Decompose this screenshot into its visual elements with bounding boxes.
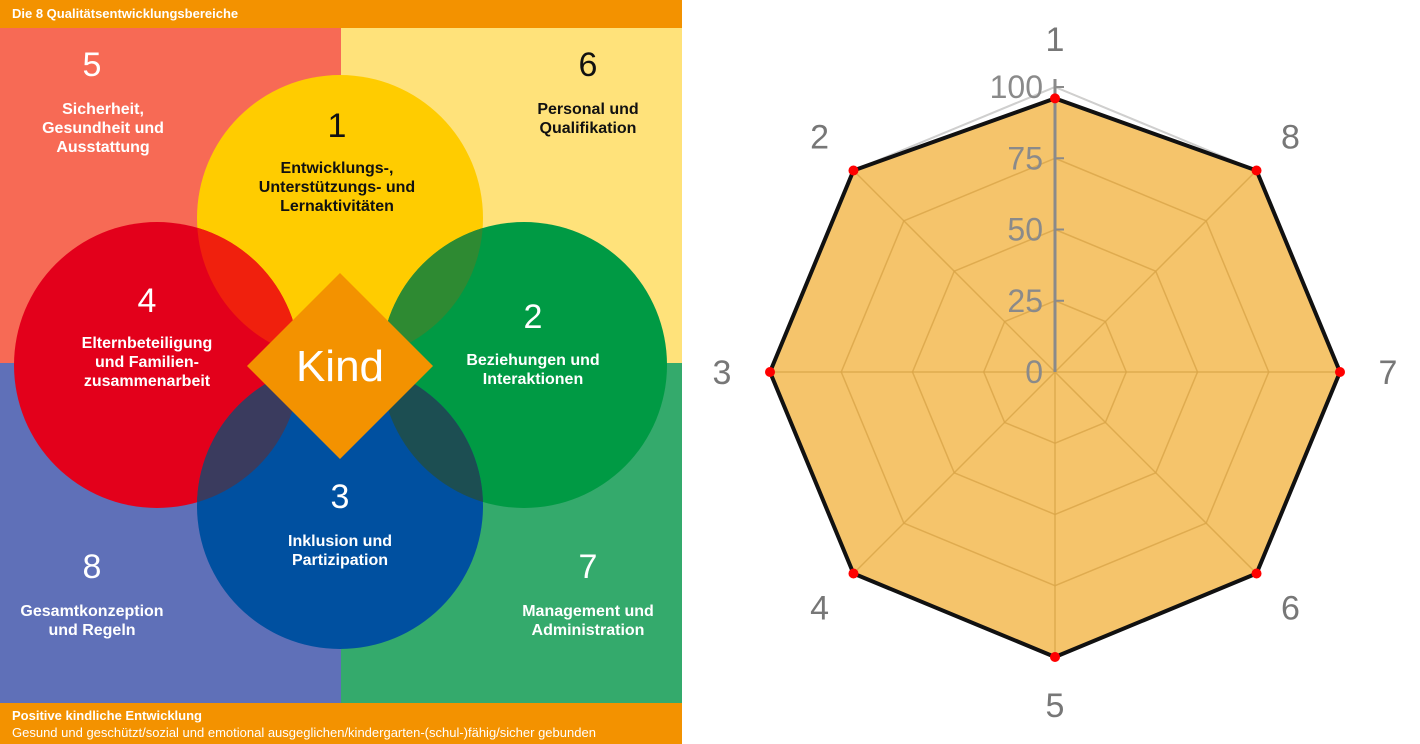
tick-label-50: 50 (1007, 212, 1043, 248)
area7-label-line2: Administration (532, 622, 645, 639)
axis-label-2: 2 (810, 119, 829, 157)
data-point-5 (1050, 652, 1060, 662)
area1-label-line2: Unterstützungs- und (259, 179, 415, 196)
tick-label-25: 25 (1007, 283, 1043, 319)
center-diamond (247, 273, 433, 459)
diagram-svg: Die 8 Qualitätsentwicklungsbereiche Kind… (0, 0, 682, 744)
data-point-8 (1251, 165, 1262, 176)
overlap-1-4 (197, 222, 300, 361)
axis-label-8: 8 (1281, 119, 1300, 157)
spoke-8 (1054, 169, 1258, 373)
area2-label-line1: Beziehungen und (466, 352, 599, 369)
area2-number: 2 (524, 298, 543, 336)
overlap-3-2 (381, 363, 483, 508)
center-label: Kind (296, 342, 384, 391)
axis-label-6: 6 (1281, 589, 1300, 627)
overlap-3-4 (197, 363, 300, 508)
tick-label-0: 0 (1025, 354, 1043, 390)
area5-label-line2: Gesundheit und (42, 120, 164, 137)
area4-label-line2: und Familien- (95, 354, 199, 371)
diagram-title: Die 8 Qualitätsentwicklungsbereiche (12, 6, 238, 21)
tick-label-100: 100 (990, 69, 1043, 105)
data-point-6 (1251, 568, 1262, 579)
area3-label-line2: Partizipation (292, 552, 388, 569)
area8-label-line2: und Regeln (48, 622, 135, 639)
area1-label-line3: Lernaktivitäten (280, 198, 394, 215)
area4-label-line1: Elternbeteiligung (82, 335, 213, 352)
area5-label-line1: Sicherheit, (62, 101, 144, 118)
area3-label-line1: Inklusion und (288, 533, 392, 550)
data-point-1 (1050, 93, 1060, 104)
axis-label-5: 5 (1046, 687, 1065, 725)
area5-number: 5 (83, 46, 102, 84)
axis-label-4: 4 (810, 589, 829, 627)
data-point-4 (848, 568, 859, 579)
radar-chart: 0 25 50 75 100 1 8 7 6 5 4 3 2 (682, 0, 1420, 744)
data-point-3 (765, 367, 775, 377)
area8-number: 8 (83, 548, 102, 586)
area3-number: 3 (331, 478, 350, 516)
quality-areas-diagram: Die 8 Qualitätsentwicklungsbereiche Kind… (0, 0, 682, 744)
axis-label-7: 7 (1379, 354, 1398, 392)
area4-number: 4 (138, 282, 157, 320)
area1-label-line1: Entwicklungs-, (281, 160, 394, 177)
axis-label-3: 3 (713, 354, 732, 392)
spoke-4 (852, 371, 1056, 575)
overlap-1-2 (381, 222, 483, 361)
axis-label-1: 1 (1046, 21, 1065, 59)
title-bar (0, 0, 682, 28)
area4-label-line3: zusammenarbeit (84, 373, 211, 390)
area6-label-line2: Qualifikation (540, 120, 637, 137)
data-point-7 (1335, 367, 1345, 377)
area6-label-line1: Personal und (537, 101, 638, 118)
area6-number: 6 (579, 46, 598, 84)
area8-label-line1: Gesamtkonzeption (20, 603, 163, 620)
footer-bar (0, 703, 682, 744)
area5-label-line3: Ausstattung (56, 139, 149, 156)
footer-text: Gesund und geschützt/sozial und emotiona… (12, 725, 596, 740)
data-point-2 (848, 165, 859, 176)
area1-number: 1 (328, 107, 347, 145)
tick-label-75: 75 (1007, 140, 1043, 176)
area7-number: 7 (579, 548, 598, 586)
spoke-2 (852, 169, 1056, 373)
area7-label-line1: Management und (522, 603, 654, 620)
area2-label-line2: Interaktionen (483, 371, 583, 388)
footer-title: Positive kindliche Entwicklung (12, 708, 202, 723)
spoke-6 (1054, 371, 1258, 575)
